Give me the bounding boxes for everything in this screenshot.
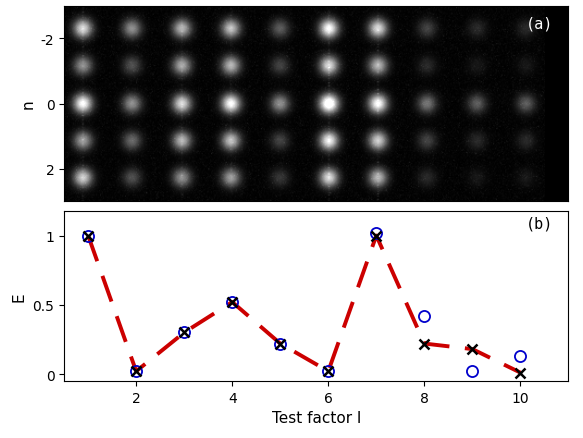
Text: (b): (b) <box>526 216 553 231</box>
Y-axis label: E: E <box>12 291 27 301</box>
X-axis label: Test factor l: Test factor l <box>272 410 361 425</box>
Y-axis label: n: n <box>20 99 35 109</box>
Text: (a): (a) <box>526 16 553 31</box>
